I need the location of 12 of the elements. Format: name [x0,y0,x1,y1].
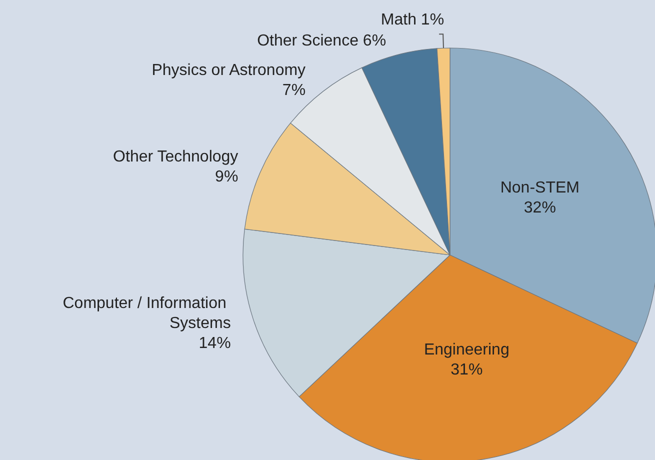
slice-label: Engineering [424,342,510,359]
slice-label: Computer / Information Systems [62,294,231,332]
data-label: 31% [450,362,483,379]
data-label: 32% [524,199,556,216]
slice-label: Other Technology [113,148,238,166]
slice-label: Non-STEM [500,179,580,196]
data-label: 9% [215,168,238,186]
data-label: 14% [198,334,231,352]
slice-label: Math 1% [380,12,444,29]
slice-label: Other Science 6% [257,32,386,50]
data-label: 7% [282,82,306,99]
slice-label: Physics or Astronomy [152,62,306,79]
